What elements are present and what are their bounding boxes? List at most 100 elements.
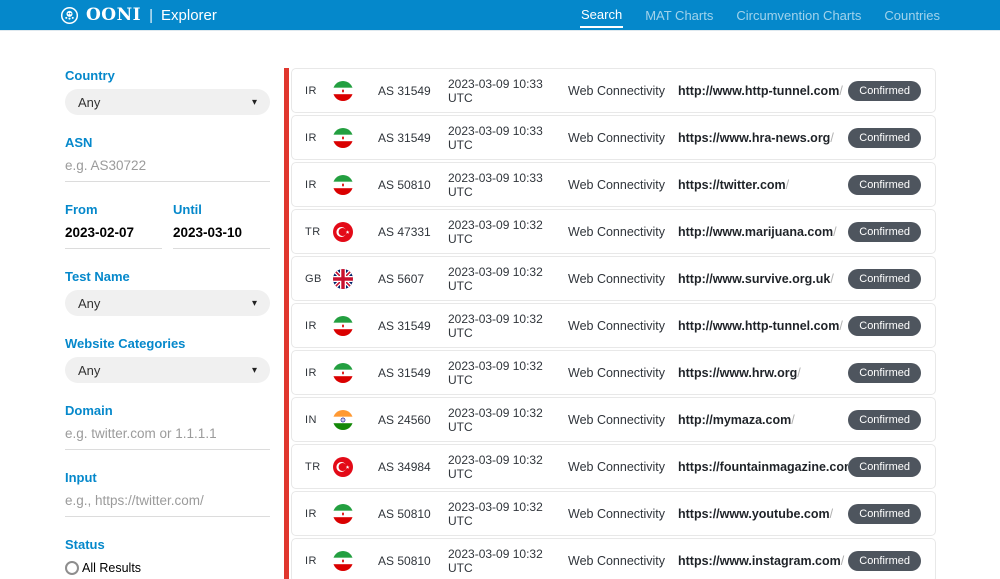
measurement-date: 2023-03-09 10:32 UTC	[448, 264, 543, 293]
country-label: Country	[65, 68, 115, 83]
result-row[interactable]: IR AS 50810 2023-03-09 10:32 UTC Web Con…	[291, 491, 936, 536]
result-row[interactable]: IR AS 31549 2023-03-09 10:33 UTC Web Con…	[291, 68, 936, 113]
radio-unselected-icon	[65, 561, 79, 575]
country-code: IR	[305, 319, 317, 332]
status-label: Status	[65, 537, 105, 552]
measured-url: http://www.marijuana.com/	[678, 224, 837, 239]
iran-flag-icon	[333, 315, 353, 336]
top-navbar: OONI | Explorer Search MAT Charts Circum…	[0, 0, 1000, 31]
country-code: IR	[305, 131, 317, 144]
result-row[interactable]: TR AS 34984 2023-03-09 10:32 UTC Web Con…	[291, 444, 936, 489]
test-name-field: Test Name Any ▾	[65, 269, 270, 316]
logo-divider: |	[149, 6, 154, 24]
nav-circumvention-charts[interactable]: Circumvention Charts	[736, 8, 862, 23]
test-name: Web Connectivity	[568, 365, 666, 380]
iran-flag-icon	[333, 362, 353, 383]
country-code: GB	[305, 272, 322, 285]
country-code: TR	[305, 460, 321, 473]
asn-value: AS 24560	[378, 412, 431, 427]
measured-url: https://www.hrw.org/	[678, 365, 801, 380]
country-code: IR	[305, 366, 317, 379]
status-option-all-results[interactable]: All Results	[65, 561, 270, 575]
status-field: Status All Results Confirmed	[65, 537, 270, 579]
result-row[interactable]: GB AS 5607 2023-03-09 10:32 UTC Web Conn…	[291, 256, 936, 301]
filter-sidebar: Country Any ▾ ASN From Until	[65, 68, 270, 579]
domain-input[interactable]	[65, 424, 270, 450]
measurement-date: 2023-03-09 10:32 UTC	[448, 358, 543, 387]
turkey-flag-icon	[333, 221, 353, 242]
page-content: Country Any ▾ ASN From Until	[0, 31, 1000, 579]
measurement-date: 2023-03-09 10:32 UTC	[448, 311, 543, 340]
test-name-select[interactable]: Any ▾	[65, 290, 270, 316]
measurement-date: 2023-03-09 10:32 UTC	[448, 499, 543, 528]
asn-value: AS 50810	[378, 506, 431, 521]
asn-value: AS 5607	[378, 271, 425, 286]
test-name: Web Connectivity	[568, 271, 666, 286]
input-field: Input	[65, 470, 270, 517]
nav-mat-charts[interactable]: MAT Charts	[645, 8, 714, 23]
result-row[interactable]: IR AS 50810 2023-03-09 10:33 UTC Web Con…	[291, 162, 936, 207]
result-row[interactable]: TR AS 47331 2023-03-09 10:32 UTC Web Con…	[291, 209, 936, 254]
input-input[interactable]	[65, 491, 270, 517]
result-row[interactable]: IR AS 31549 2023-03-09 10:33 UTC Web Con…	[291, 115, 936, 160]
india-flag-icon	[333, 409, 353, 430]
asn-value: AS 31549	[378, 318, 431, 333]
website-categories-select-value: Any	[78, 362, 101, 378]
until-label: Until	[173, 202, 202, 217]
iran-flag-icon	[333, 503, 353, 524]
asn-input[interactable]	[65, 156, 270, 182]
uk-flag-icon	[333, 268, 353, 289]
nav-search[interactable]: Search	[580, 2, 624, 28]
until-date-input[interactable]	[173, 223, 270, 249]
asn-value: AS 31549	[378, 130, 431, 145]
status-badge: Confirmed	[848, 503, 921, 524]
asn-field: ASN	[65, 135, 270, 182]
country-select[interactable]: Any ▾	[65, 89, 270, 115]
country-code: IR	[305, 554, 317, 567]
measured-url: https://fountainmagazine.com/	[678, 459, 849, 474]
country-code: IN	[305, 413, 317, 426]
result-row[interactable]: IR AS 31549 2023-03-09 10:32 UTC Web Con…	[291, 303, 936, 348]
measured-url: http://mymaza.com/	[678, 412, 795, 427]
status-badge: Confirmed	[848, 80, 921, 101]
status-badge: Confirmed	[848, 362, 921, 383]
country-field: Country Any ▾	[65, 68, 270, 115]
results-list: IR AS 31549 2023-03-09 10:33 UTC Web Con…	[284, 68, 936, 579]
measurement-date: 2023-03-09 10:32 UTC	[448, 217, 543, 246]
result-row[interactable]: IR AS 31549 2023-03-09 10:32 UTC Web Con…	[291, 350, 936, 395]
country-select-value: Any	[78, 94, 101, 110]
ooni-octopus-icon	[60, 6, 79, 25]
measured-url: http://www.http-tunnel.com/	[678, 318, 843, 333]
chevron-down-icon: ▾	[251, 364, 257, 376]
result-row[interactable]: IN AS 24560 2023-03-09 10:32 UTC Web Con…	[291, 397, 936, 442]
measured-url: https://twitter.com/	[678, 177, 790, 192]
nav-countries[interactable]: Countries	[884, 8, 940, 23]
brand-name: OONI	[86, 5, 142, 25]
status-badge: Confirmed	[848, 221, 921, 242]
country-code: IR	[305, 84, 317, 97]
test-name: Web Connectivity	[568, 506, 666, 521]
website-categories-select[interactable]: Any ▾	[65, 357, 270, 383]
measured-url: https://www.hra-news.org/	[678, 130, 834, 145]
iran-flag-icon	[333, 174, 353, 195]
status-badge: Confirmed	[848, 315, 921, 336]
status-badge: Confirmed	[848, 409, 921, 430]
measurement-date: 2023-03-09 10:33 UTC	[448, 123, 543, 152]
asn-value: AS 50810	[378, 553, 431, 568]
test-name: Web Connectivity	[568, 224, 666, 239]
from-date-input[interactable]	[65, 223, 162, 249]
test-name: Web Connectivity	[568, 177, 666, 192]
measurement-date: 2023-03-09 10:32 UTC	[448, 405, 543, 434]
ooni-logo[interactable]: OONI | Explorer	[60, 5, 217, 25]
status-badge: Confirmed	[848, 550, 921, 571]
brand-subname: Explorer	[161, 6, 217, 24]
asn-value: AS 47331	[378, 224, 431, 239]
result-row[interactable]: IR AS 50810 2023-03-09 10:32 UTC Web Con…	[291, 538, 936, 579]
country-code: IR	[305, 507, 317, 520]
website-categories-label: Website Categories	[65, 336, 186, 351]
domain-label: Domain	[65, 403, 113, 418]
until-field: Until	[173, 202, 270, 249]
test-name: Web Connectivity	[568, 412, 666, 427]
chevron-down-icon: ▾	[251, 297, 257, 309]
test-name: Web Connectivity	[568, 553, 666, 568]
